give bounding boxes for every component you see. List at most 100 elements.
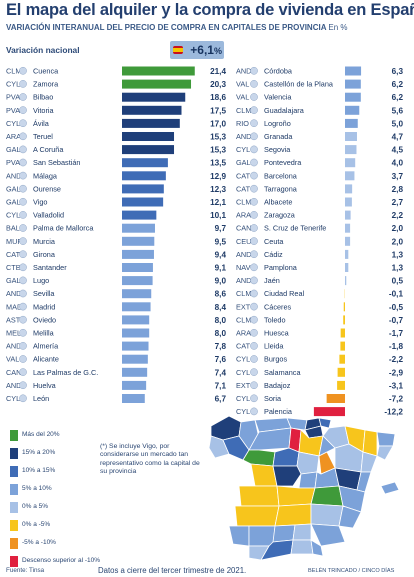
bar-value-label: 2,0 [392,224,404,233]
chart-row: CAT Tarragona 2,8 [236,184,403,194]
row-city-name: Ourense [33,184,61,193]
coat-of-arms-icon [19,355,27,363]
province-alicante [338,505,362,529]
bar [345,118,358,128]
bar-value-label: 12,9 [210,172,226,181]
row-region-code: CAT [236,171,251,180]
bar-value-label: -0,7 [389,316,404,325]
row-city-name: Huelva [33,381,57,390]
row-city-name: Logroño [264,119,291,128]
chart-row: CYL Soria -7,2 [236,394,403,404]
bar-value-label: 10,1 [210,211,226,220]
chart-row: GAL Ourense 12,3 [6,184,226,194]
bar-value-label: -1,7 [389,329,404,338]
coat-of-arms-icon [19,381,27,390]
coat-of-arms-icon [250,394,258,403]
bar [313,407,345,417]
bar-value-label: 1,3 [392,264,404,273]
coat-of-arms-icon [19,368,27,376]
coat-of-arms-icon [250,328,258,337]
chart-row: AND Málaga 12,9 [6,171,226,181]
row-city-name: Sevilla [33,289,55,298]
bar-value-label: 8,0 [215,316,227,325]
province-granada [290,539,314,555]
coat-of-arms-icon [250,289,258,298]
row-city-name: Palencia [264,407,293,416]
legend-item: 10% a 15% [4,464,94,482]
bar [345,79,361,89]
row-city-name: Albacete [264,198,292,207]
row-region-code: ARA [6,132,21,141]
row-region-code: CYL [6,394,20,403]
bar-value-label: -3,1 [389,381,404,390]
bar [343,302,345,312]
row-city-name: Cáceres [264,302,292,311]
bar-value-label: 9,1 [215,264,227,273]
bar-value-label: 7,8 [215,342,227,351]
row-region-code: ARA [236,211,251,220]
chart-row: CTB Santander 9,1 [6,263,226,273]
row-city-name: Lugo [33,276,49,285]
row-city-name: Ávila [33,119,50,128]
province-leon [248,427,292,451]
bar [345,105,360,115]
bar-value-label: 4,5 [392,146,404,155]
row-city-name: Zamora [33,80,59,89]
bar [122,315,150,325]
row-region-code: GAL [6,184,21,193]
bar [345,132,357,141]
row-city-name: Tarragona [264,184,298,193]
chart-row: EXT Badajoz -3,1 [236,380,404,390]
bar [122,145,175,155]
row-region-code: GAL [6,145,21,154]
province-valladolid [272,447,300,467]
coat-of-arms-icon [250,263,258,272]
chart-row: RIO Logroño 5,0 [236,118,403,128]
province-cuenca [310,485,344,507]
bar [122,341,149,351]
legend-swatch [10,448,18,459]
coat-of-arms-icon [19,119,27,128]
province-caceres [238,485,280,507]
row-city-name: Santander [33,263,67,272]
bar [345,197,352,207]
chart-row: GAL Pontevedra 4,0 [236,158,403,168]
chart-row: GAL A Coruña 15,3 [6,145,226,155]
row-city-name: Lleida [264,342,284,351]
row-region-code: BAL [6,224,20,233]
province-jaen [292,523,312,541]
row-region-code: EXT [236,302,251,311]
row-city-name: Jaén [264,276,280,285]
coat-of-arms-icon [19,211,27,219]
province-avila [272,465,302,487]
row-city-name: Málaga [33,171,58,180]
bar-value-label: 13,5 [210,159,226,168]
row-region-code: CLM [236,315,251,324]
national-value-number: +6,1 [190,43,214,57]
row-region-code: PVA [6,93,20,102]
chart-row: AND Córdoba 6,3 [236,66,403,76]
row-city-name: Ciudad Real [264,289,305,298]
coat-of-arms-icon [250,211,258,219]
row-city-name: Toledo [264,315,286,324]
coat-of-arms-icon [250,355,258,363]
row-city-name: Madrid [33,302,55,311]
row-region-code: AND [236,132,251,141]
row-city-name: Badajoz [264,381,291,390]
chart-row: CAN S. Cruz de Tenerife 2,0 [236,223,404,233]
row-city-name: Bilbao [33,93,53,102]
legend-label: 15% a 20% [22,449,56,456]
bar-value-label: -0,1 [389,290,404,299]
national-value-unit: % [213,46,222,56]
row-city-name: León [33,394,49,403]
legend-item: Descenso superior al -10% [4,554,100,572]
coat-of-arms-icon [19,66,27,75]
coat-of-arms-icon [250,276,258,285]
row-region-code: CYL [6,80,20,89]
province-huelva [228,525,250,547]
bar [345,276,347,286]
province-albacete [310,503,344,527]
bar [122,263,153,272]
bar-value-label: 7,1 [215,381,227,390]
